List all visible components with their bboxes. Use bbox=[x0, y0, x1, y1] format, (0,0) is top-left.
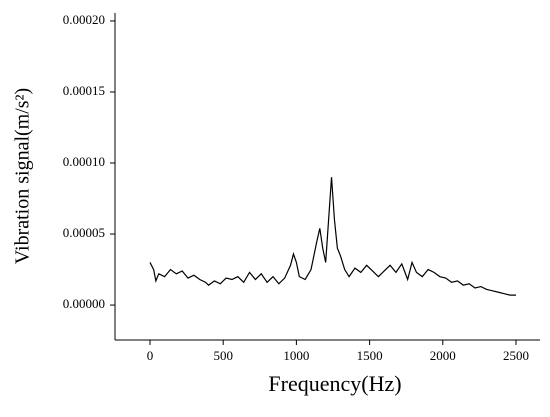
y-tick-label: 0.00020 bbox=[63, 12, 105, 27]
x-tick-label: 1000 bbox=[283, 348, 309, 363]
y-tick-label: 0.00010 bbox=[63, 154, 105, 169]
line-series bbox=[149, 177, 516, 296]
x-tick-label: 1500 bbox=[357, 348, 383, 363]
x-tick-label: 0 bbox=[147, 348, 154, 363]
x-tick-label: 2500 bbox=[503, 348, 529, 363]
x-tick-label: 500 bbox=[213, 348, 233, 363]
x-tick-label: 2000 bbox=[430, 348, 456, 363]
y-axis-label: Vibration signal(m/s²) bbox=[12, 88, 34, 264]
y-tick-label: 0.00015 bbox=[63, 83, 105, 98]
y-tick-label: 0.00005 bbox=[63, 225, 105, 240]
y-tick-label: 0.00000 bbox=[63, 296, 105, 311]
x-axis-label: Frequency(Hz) bbox=[268, 371, 401, 396]
